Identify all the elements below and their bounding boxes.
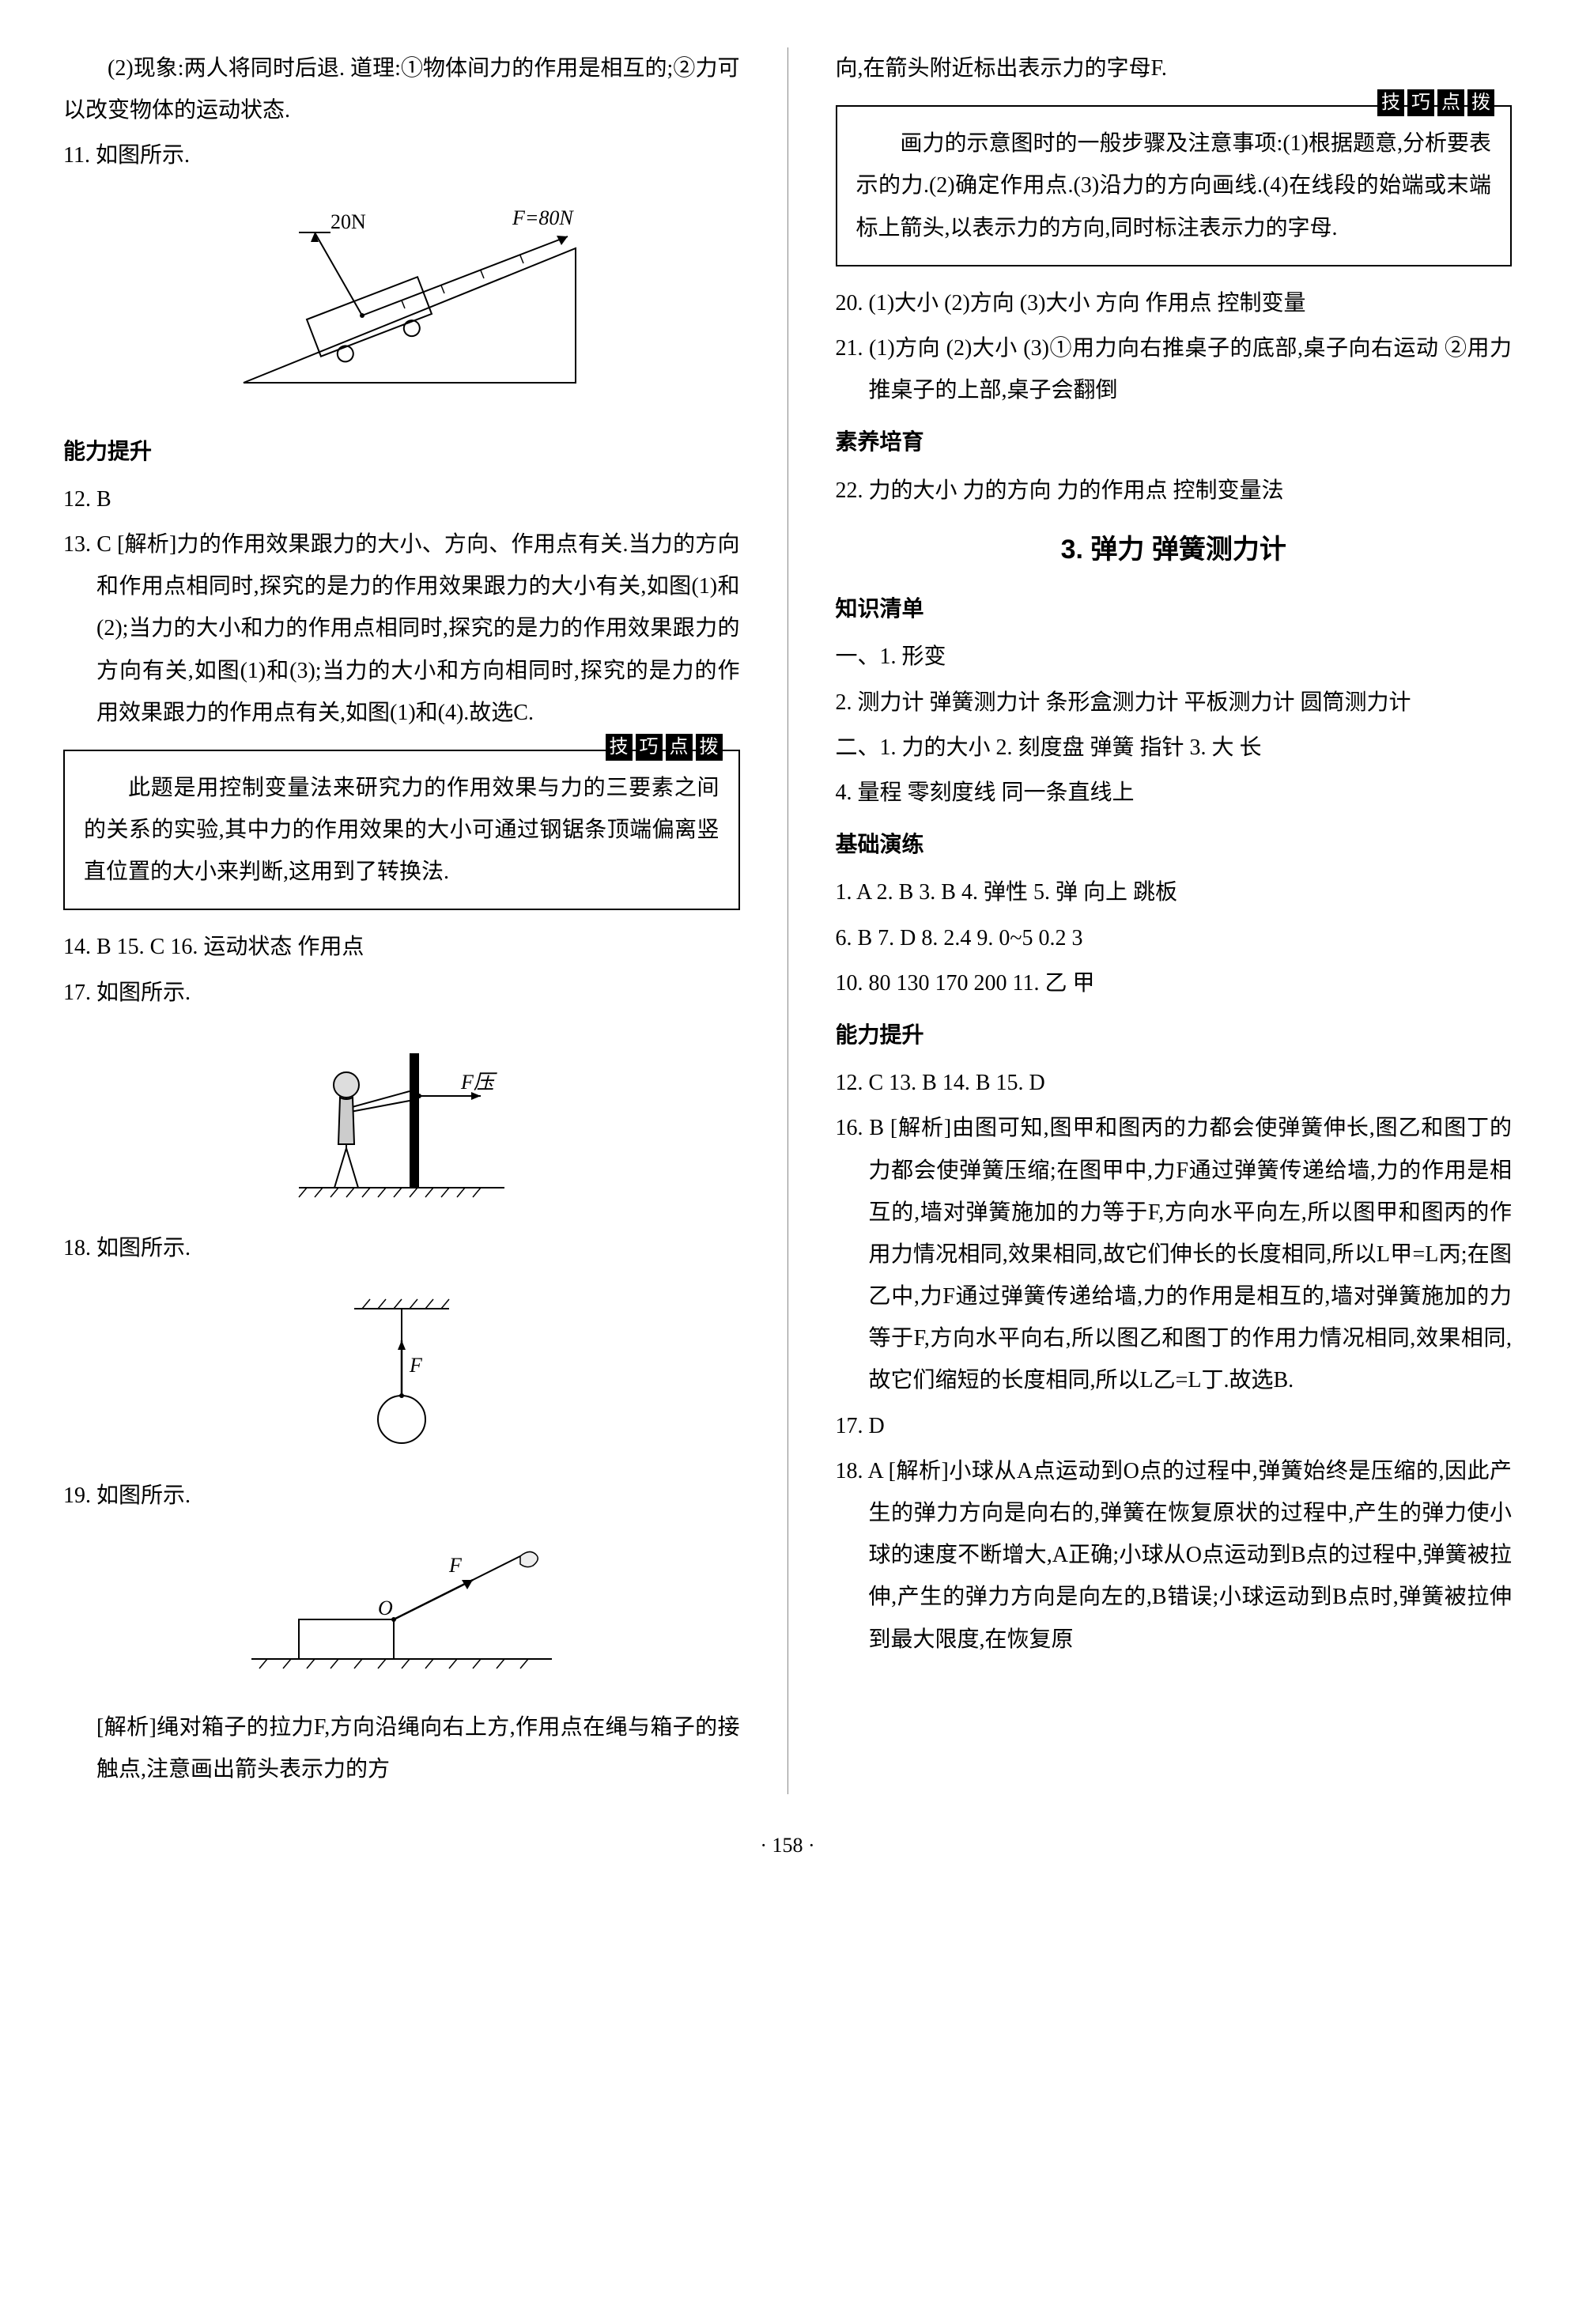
item-11: 11. 如图所示. <box>63 134 740 176</box>
basic-3: 10. 80 130 170 200 11. 乙 甲 <box>836 962 1513 1004</box>
tip-char: 技 <box>606 734 633 761</box>
fig19-f: F <box>448 1554 463 1577</box>
knowledge-1: 一、1. 形变 <box>836 636 1513 678</box>
tip-char: 拨 <box>1467 89 1494 116</box>
item-12: 12. B <box>63 478 740 520</box>
item-16r: 16. B [解析]由图可知,图甲和图丙的力都会使弹簧伸长,图乙和图丁的力都会使… <box>836 1107 1513 1401</box>
tip-text-2: 画力的示意图时的一般步骤及注意事项:(1)根据题意,分析要表示的力.(2)确定作… <box>856 123 1492 249</box>
item-19: 19. 如图所示. <box>63 1475 740 1517</box>
tip-label-1: 技 巧 点 拨 <box>606 734 723 761</box>
paragraph: (2)现象:两人将同时后退. 道理:①物体间力的作用是相互的;②力可以改变物体的… <box>63 47 740 131</box>
item-19-analysis: [解析]绳对箱子的拉力F,方向沿绳向右上方,作用点在绳与箱子的接触点,注意画出箭… <box>63 1706 740 1790</box>
section-knowledge: 知识清单 <box>836 588 1513 629</box>
figure-19: O F <box>63 1532 740 1691</box>
tip-label-2: 技 巧 点 拨 <box>1377 89 1494 116</box>
tip-char: 巧 <box>1407 89 1434 116</box>
basic-2: 6. B 7. D 8. 2.4 9. 0~5 0.2 3 <box>836 917 1513 959</box>
knowledge-3: 二、1. 力的大小 2. 刻度盘 弹簧 指针 3. 大 长 <box>836 727 1513 769</box>
knowledge-4: 4. 量程 零刻度线 同一条直线上 <box>836 772 1513 814</box>
ability-1: 12. C 13. B 14. B 15. D <box>836 1062 1513 1104</box>
tip-char: 技 <box>1377 89 1404 116</box>
fig18-label: F <box>409 1354 423 1377</box>
tip-box-1: 技 巧 点 拨 此题是用控制变量法来研究力的作用效果与力的三要素之间的关系的实验… <box>63 750 740 911</box>
section-cultivate: 素养培育 <box>836 421 1513 463</box>
item-14-16: 14. B 15. C 16. 运动状态 作用点 <box>63 926 740 968</box>
item-13: 13. C [解析]力的作用效果跟力的大小、方向、作用点有关.当力的方向和作用点… <box>63 523 740 734</box>
fig11-f: F=80N <box>512 206 574 229</box>
page-number: · 158 · <box>63 1826 1512 1865</box>
chapter-title: 3. 弹力 弹簧测力计 <box>836 524 1513 576</box>
page-content: (2)现象:两人将同时后退. 道理:①物体间力的作用是相互的;②力可以改变物体的… <box>63 47 1512 1794</box>
item-17: 17. 如图所示. <box>63 972 740 1014</box>
tip-char: 点 <box>666 734 693 761</box>
section-ability: 能力提升 <box>63 430 740 472</box>
item-21: 21. (1)方向 (2)大小 (3)①用力向右推桌子的底部,桌子向右运动 ②用… <box>836 327 1513 411</box>
tip-char: 拨 <box>696 734 723 761</box>
item-17r: 17. D <box>836 1405 1513 1447</box>
tip-text: 此题是用控制变量法来研究力的作用效果与力的三要素之间的关系的实验,其中力的作用效… <box>84 767 720 894</box>
figure-18: F <box>63 1285 740 1459</box>
section-basic: 基础演练 <box>836 823 1513 865</box>
tip-char: 巧 <box>636 734 663 761</box>
para-cont: 向,在箭头附近标出表示力的字母F. <box>836 47 1513 89</box>
right-column: 向,在箭头附近标出表示力的字母F. 技 巧 点 拨 画力的示意图时的一般步骤及注… <box>836 47 1513 1794</box>
figure-17: F压 <box>63 1030 740 1211</box>
item-22: 22. 力的大小 力的方向 力的作用点 控制变量法 <box>836 470 1513 512</box>
basic-1: 1. A 2. B 3. B 4. 弹性 5. 弹 向上 跳板 <box>836 871 1513 913</box>
item-18r: 18. A [解析]小球从A点运动到O点的过程中,弹簧始终是压缩的,因此产生的弹… <box>836 1450 1513 1661</box>
tip-box-2: 技 巧 点 拨 画力的示意图时的一般步骤及注意事项:(1)根据题意,分析要表示的… <box>836 105 1513 266</box>
tip-char: 点 <box>1437 89 1464 116</box>
knowledge-2: 2. 测力计 弹簧测力计 条形盒测力计 平板测力计 圆筒测力计 <box>836 682 1513 724</box>
figure-11: 20N F=80N <box>63 193 740 414</box>
section-ability-2: 能力提升 <box>836 1014 1513 1056</box>
fig19-o: O <box>378 1597 393 1619</box>
fig17-label: F压 <box>460 1071 498 1094</box>
item-20: 20. (1)大小 (2)方向 (3)大小 方向 作用点 控制变量 <box>836 282 1513 324</box>
item-18: 18. 如图所示. <box>63 1227 740 1269</box>
fig11-20n: 20N <box>330 210 366 233</box>
left-column: (2)现象:两人将同时后退. 道理:①物体间力的作用是相互的;②力可以改变物体的… <box>63 47 740 1794</box>
